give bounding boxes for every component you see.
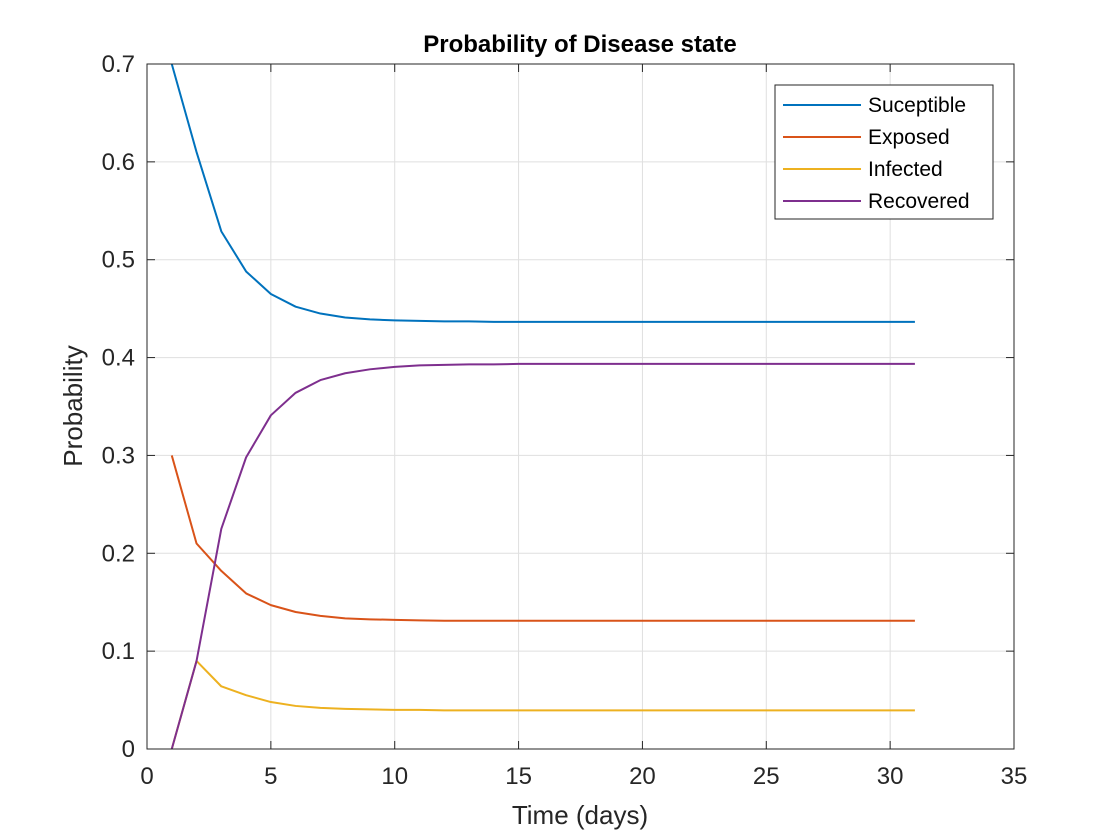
x-tick-label: 5 [264, 763, 277, 790]
y-axis-label: Probability [58, 345, 88, 466]
axes-box [146, 63, 1015, 750]
x-tick-label: 20 [629, 763, 656, 790]
series-line-exposed [170, 455, 915, 622]
x-tick-label: 0 [140, 763, 153, 790]
legend-box [774, 84, 994, 220]
legend-label-suceptible: Suceptible [868, 94, 966, 117]
x-tick-label: 30 [877, 763, 904, 790]
y-tick-label: 0.2 [102, 540, 135, 567]
y-tick-label: 0 [122, 736, 135, 763]
legend-label-recovered: Recovered [868, 190, 970, 213]
series-line-suceptible [170, 63, 915, 323]
legend: Suceptible Exposed Infected Recovered [774, 84, 994, 220]
y-tick-label: 0.1 [102, 638, 135, 665]
series-line-recovered [170, 362, 915, 750]
chart-title: Probability of Disease state [423, 31, 736, 58]
x-tick-label: 15 [505, 763, 532, 790]
y-tick-label: 0.6 [102, 149, 135, 176]
x-tick-label: 10 [381, 763, 408, 790]
y-tick-label: 0.7 [102, 51, 135, 78]
x-axis-label: Time (days) [512, 800, 648, 830]
axes [146, 63, 1015, 750]
x-tick-label: 25 [753, 763, 780, 790]
y-tick-label: 0.5 [102, 247, 135, 274]
legend-label-infected: Infected [868, 158, 943, 181]
tick-labels: 0 5 10 15 20 25 30 35 0 0.1 0.2 0.3 0.4 0.5 0.6 0.7 [102, 51, 1028, 790]
grid-lines [147, 64, 1014, 749]
series-line-infected [170, 659, 915, 750]
y-tick-label: 0.3 [102, 442, 135, 469]
x-tick-label: 35 [1001, 763, 1028, 790]
legend-label-exposed: Exposed [868, 126, 950, 149]
series-lines [170, 63, 915, 750]
y-tick-label: 0.4 [102, 345, 135, 372]
